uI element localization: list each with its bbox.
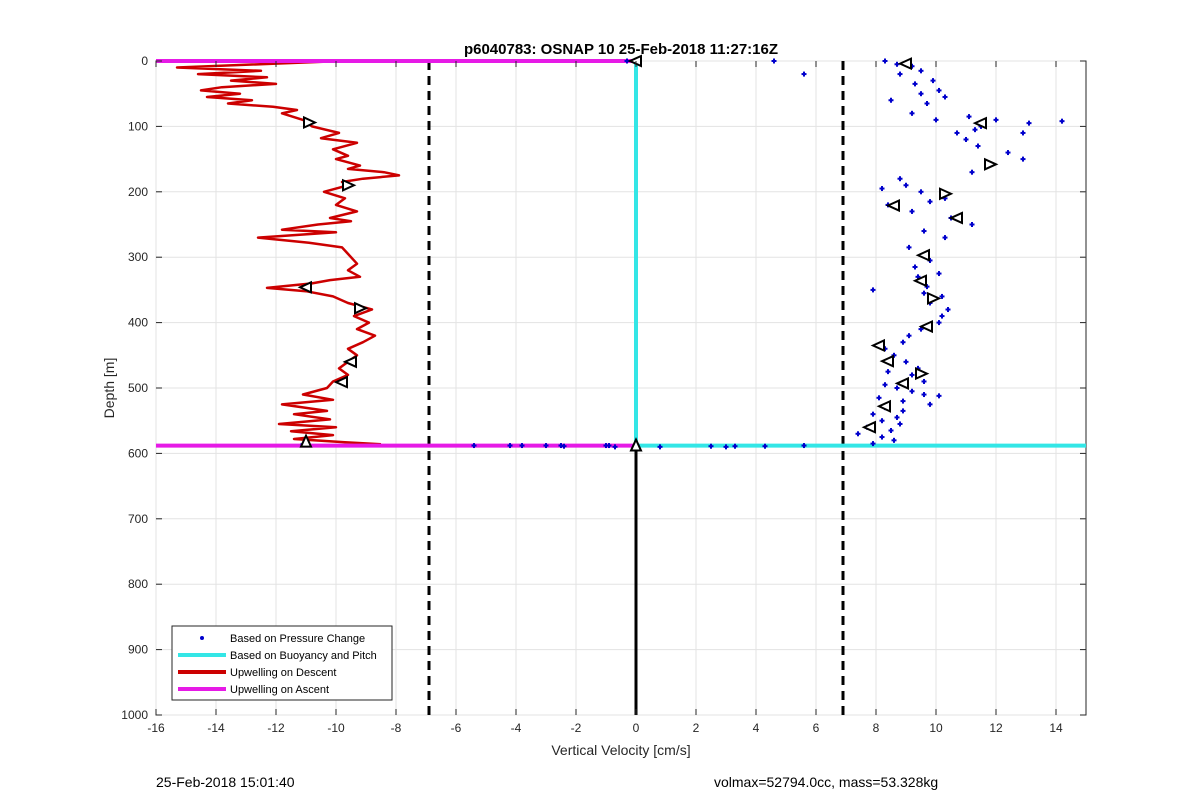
triangle-marker — [948, 211, 963, 225]
triangle-marker — [918, 319, 933, 334]
x-axis-label: Vertical Velocity [cm/s] — [551, 742, 690, 758]
triangle-marker — [299, 433, 313, 448]
x-tick-label: 2 — [693, 721, 700, 735]
x-tick-label: -8 — [391, 721, 402, 735]
legend-entry-label: Based on Buoyancy and Pitch — [230, 650, 377, 662]
triangle-marker — [915, 248, 930, 262]
triangle-marker — [939, 187, 954, 201]
triangle-marker — [876, 399, 891, 413]
y-tick-label: 400 — [128, 316, 148, 330]
y-tick-label: 600 — [128, 446, 148, 460]
triangle-marker — [984, 157, 999, 171]
reference-lines — [427, 61, 845, 715]
y-tick-label: 100 — [128, 119, 148, 133]
legend-entry-label: Upwelling on Descent — [230, 667, 336, 679]
y-tick-label: 900 — [128, 643, 148, 657]
triangle-marker — [342, 178, 357, 192]
chart-title: p6040783: OSNAP 10 25-Feb-2018 11:27:16Z — [464, 41, 778, 58]
y-tick-label: 700 — [128, 512, 148, 526]
y-tick-label: 0 — [141, 54, 148, 68]
triangle-marker — [629, 437, 643, 452]
triangle-marker — [879, 354, 894, 368]
x-tick-label: -12 — [267, 721, 285, 735]
x-tick-label: 4 — [753, 721, 760, 735]
triangle-marker — [894, 376, 909, 390]
triangle-marker — [297, 280, 312, 294]
x-tick-label: -2 — [571, 721, 582, 735]
x-tick-label: 14 — [1049, 721, 1063, 735]
series-line — [175, 59, 401, 446]
axes: -16 -14 -12 -10 -8 -6 -4 -2 0 2 4 6 8 10 12 14 0 100 200 30… — [121, 54, 1086, 735]
triangle-marker — [927, 291, 942, 305]
triangle-marker — [885, 198, 900, 213]
x-tick-label: -6 — [451, 721, 462, 735]
legend: Based on Pressure Change Based on Buoyanc… — [171, 625, 393, 701]
x-tick-label: -14 — [207, 721, 225, 735]
x-tick-label: 10 — [929, 721, 943, 735]
legend-entry-label: Upwelling on Ascent — [230, 684, 329, 696]
triangle-marker — [861, 420, 876, 434]
y-axis-label: Depth [m] — [101, 358, 117, 419]
triangle-marker — [342, 355, 357, 369]
triangle-marker — [912, 274, 927, 288]
footer-timestamp: 25-Feb-2018 15:01:40 — [156, 774, 295, 790]
y-tick-label: 300 — [128, 250, 148, 264]
x-tick-label: 6 — [813, 721, 820, 735]
triangle-marker — [897, 57, 912, 71]
x-tick-label: 8 — [873, 721, 880, 735]
y-tick-label: 800 — [128, 577, 148, 591]
triangle-marker — [870, 338, 885, 353]
x-tick-label: -10 — [327, 721, 345, 735]
y-tick-label: 500 — [128, 381, 148, 395]
footer-parameters: volmax=52794.0cc, mass=53.328kg — [714, 774, 938, 790]
triangle-marker — [333, 375, 348, 389]
triangle-marker — [354, 301, 369, 315]
x-tick-label: -4 — [511, 721, 522, 735]
triangle-marker — [915, 367, 930, 381]
y-tick-label: 1000 — [121, 708, 148, 722]
y-tick-label: 200 — [128, 185, 148, 199]
x-tick-label: -16 — [147, 721, 165, 735]
x-tick-label: 0 — [633, 721, 640, 735]
triangle-marker — [303, 115, 318, 130]
x-tick-label: 12 — [989, 721, 1003, 735]
legend-dot-marker — [200, 636, 204, 640]
legend-entry-label: Based on Pressure Change — [230, 633, 365, 645]
triangle-marker — [972, 116, 987, 130]
